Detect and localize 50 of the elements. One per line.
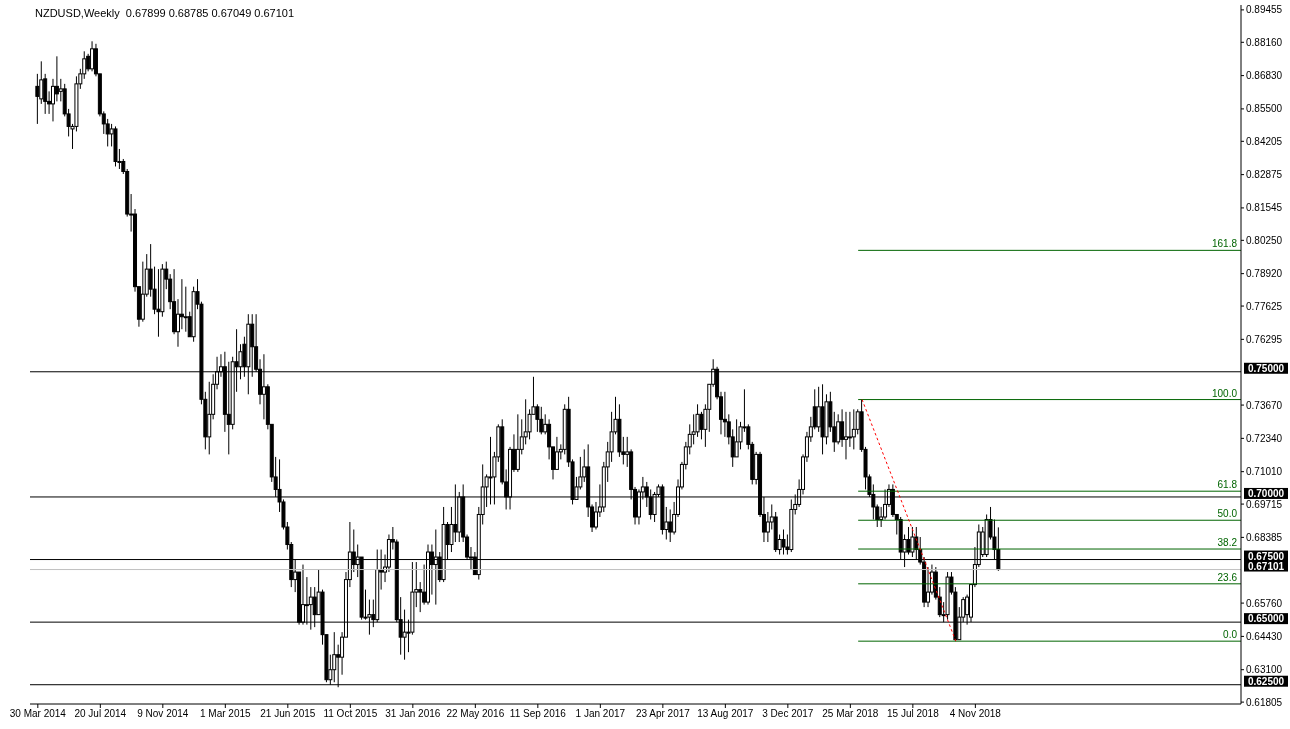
- annotation: 23.6: [1217, 571, 1238, 583]
- ref-line-label: 0.67500: [1247, 550, 1285, 562]
- x-tick-label: 11 Oct 2015: [323, 708, 378, 720]
- y-tick-label: 0.84205: [1246, 135, 1283, 147]
- y-tick-label: 0.89455: [1246, 4, 1283, 16]
- y-tick-label: 0.65760: [1246, 597, 1283, 609]
- annotation: 38.2: [1217, 537, 1238, 549]
- ref-line-label: 0.62500: [1247, 675, 1285, 687]
- y-tick-label: 0.76295: [1246, 333, 1283, 345]
- chart-title: NZDUSD,Weekly 0.67899 0.68785 0.67049 0.67101: [35, 7, 295, 19]
- y-tick-label: 0.68385: [1246, 531, 1283, 543]
- y-tick-label: 0.80250: [1246, 234, 1283, 246]
- x-tick-label: 4 Nov 2018: [949, 708, 1002, 720]
- y-tick-label: 0.88160: [1246, 36, 1283, 48]
- x-tick-label: 13 Aug 2017: [697, 708, 754, 720]
- y-tick-label: 0.85500: [1246, 103, 1283, 115]
- x-tick-label: 30 Mar 2014: [9, 708, 67, 720]
- x-tick-label: 23 Apr 2017: [635, 708, 691, 720]
- ref-line-label: 0.70000: [1247, 487, 1285, 499]
- x-tick-label: 11 Sep 2016: [509, 708, 567, 720]
- y-tick-label: 0.73670: [1246, 399, 1283, 411]
- y-tick-label: 0.63100: [1246, 664, 1283, 676]
- x-tick-label: 31 Jan 2016: [385, 708, 441, 720]
- ref-line-label: 0.75000: [1247, 362, 1285, 374]
- y-tick-label: 0.82875: [1246, 169, 1283, 181]
- x-tick-label: 9 Nov 2014: [137, 708, 189, 720]
- y-tick-label: 0.86830: [1246, 70, 1283, 82]
- annotation: 61.8: [1217, 479, 1238, 491]
- x-tick-label: 1 Jan 2017: [575, 708, 626, 720]
- x-tick-label: 21 Jun 2015: [260, 708, 316, 720]
- x-tick-label: 25 Mar 2018: [822, 708, 879, 720]
- y-tick-label: 0.69715: [1246, 498, 1283, 510]
- annotation: 50.0: [1217, 508, 1238, 520]
- annotation: 161.8: [1211, 238, 1238, 250]
- x-tick-label: 1 Mar 2015: [200, 708, 252, 720]
- annotation: 0.0: [1223, 629, 1238, 641]
- ref-line-label: 0.65000: [1247, 613, 1285, 625]
- x-tick-label: 20 Jul 2014: [74, 708, 127, 720]
- y-tick-label: 0.78920: [1246, 268, 1283, 280]
- x-tick-label: 3 Dec 2017: [762, 708, 814, 720]
- y-tick-label: 0.61805: [1246, 696, 1283, 708]
- x-tick-label: 15 Jul 2018: [887, 708, 940, 720]
- y-tick-label: 0.64430: [1246, 630, 1283, 642]
- y-tick-label: 0.71010: [1246, 466, 1283, 478]
- y-tick-label: 0.81545: [1246, 202, 1283, 214]
- y-tick-label: 0.72340: [1246, 432, 1283, 444]
- annotation: 100.0: [1211, 387, 1238, 399]
- x-tick-label: 22 May 2016: [446, 708, 505, 720]
- y-tick-label: 0.77625: [1246, 300, 1283, 312]
- ref-line-label: 0.67101: [1247, 560, 1285, 572]
